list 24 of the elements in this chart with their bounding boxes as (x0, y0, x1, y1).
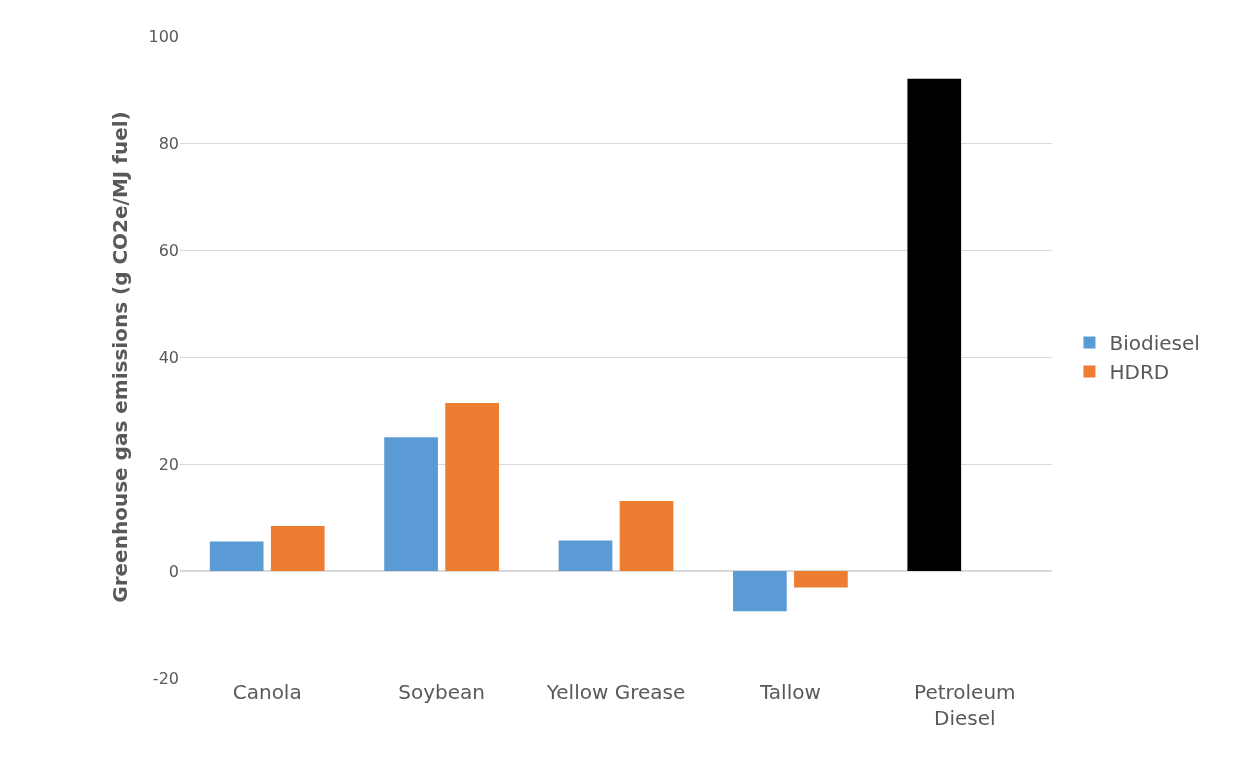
legend-label: HDRD (1109, 360, 1170, 385)
bar (619, 500, 674, 571)
bar (209, 541, 264, 571)
y-tick-label: 40 (158, 347, 179, 367)
y-tick-label: -20 (152, 668, 179, 688)
x-tick-label: Soybean (398, 680, 485, 704)
y-axis-title: Greenhouse gas emissions (g CO2e/MJ fuel) (107, 111, 132, 603)
bar (733, 571, 787, 612)
y-tick-label: 20 (158, 454, 179, 474)
bar (384, 437, 438, 571)
legend-label: Biodiesel (1109, 331, 1200, 356)
y-tick-label: 80 (158, 133, 179, 153)
y-tick-label: 100 (148, 26, 179, 46)
bar (270, 526, 325, 571)
x-tick-label: Canola (232, 680, 302, 704)
x-tick-label: Petroleum Diesel (914, 680, 1016, 730)
bar (794, 571, 848, 588)
bar (907, 78, 962, 571)
y-tick-label: 60 (158, 240, 179, 260)
y-tick-label: 0 (168, 561, 179, 581)
x-tick-label: Yellow Grease (545, 680, 686, 704)
x-tick-label: Tallow (758, 680, 821, 704)
bar (445, 403, 499, 571)
bar (558, 540, 613, 571)
